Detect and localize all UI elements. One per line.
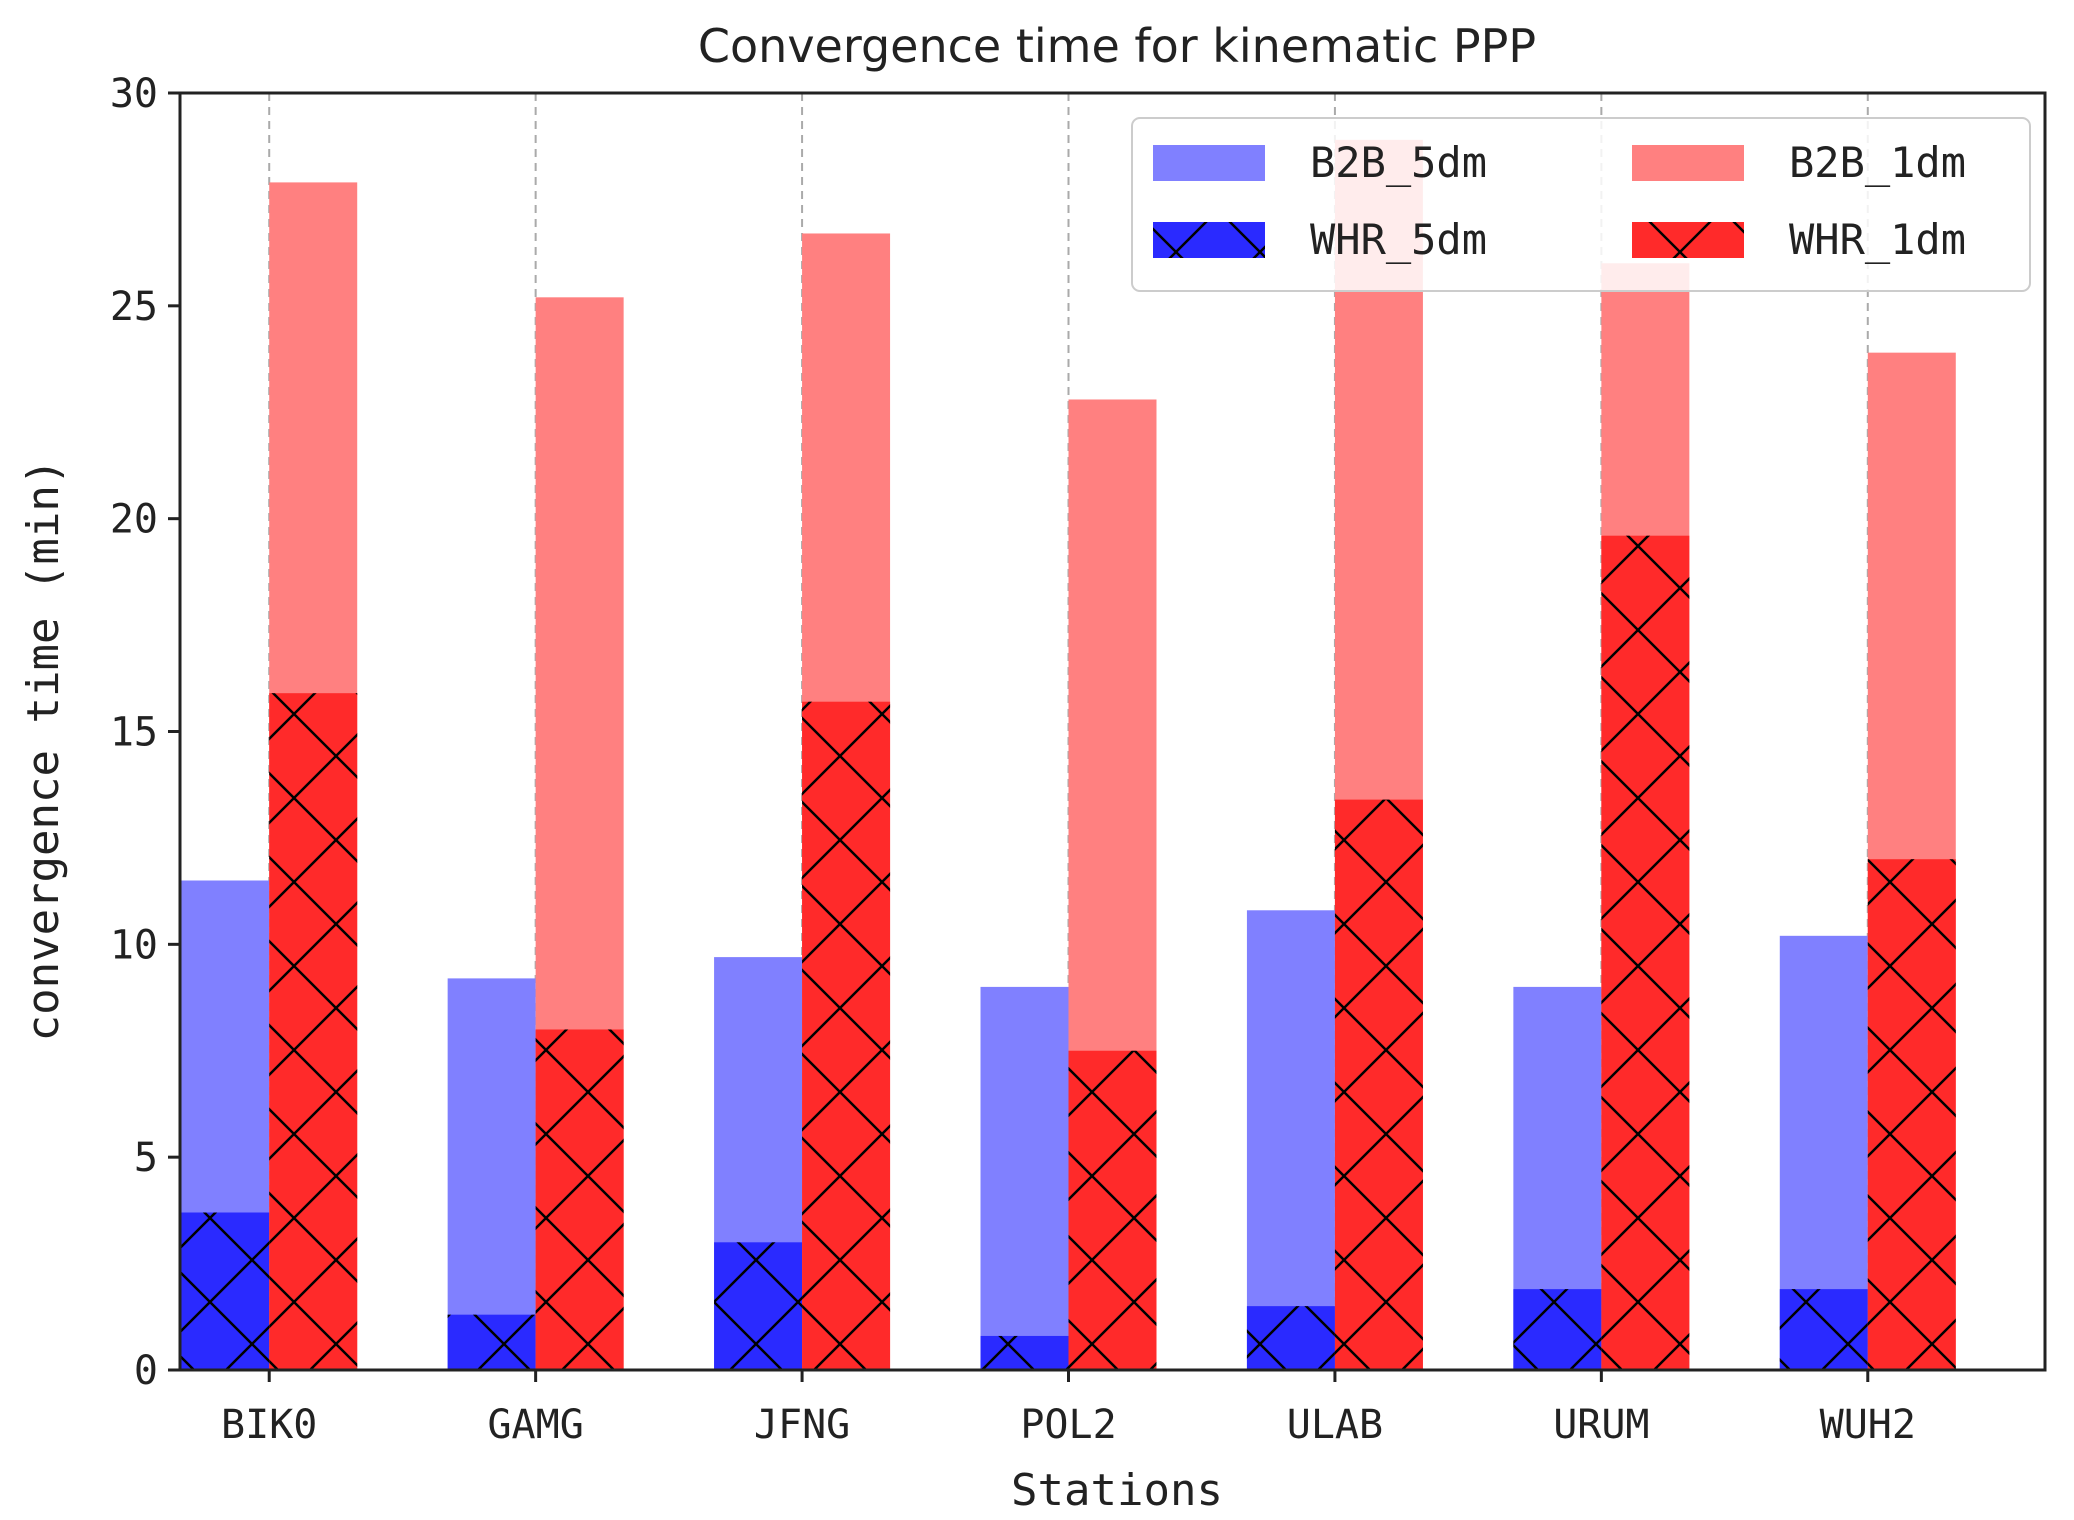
legend-item-whr-5dm: WHR_5dm — [1153, 215, 1487, 264]
legend: B2B_5dm WHR_5dm B2B_1dm WHR_1dm — [1131, 117, 2031, 292]
x-tick-label-bik0: BIK0 — [221, 1402, 317, 1448]
bar-whr-5dm-pol2-hatch — [980, 1335, 1069, 1370]
bar-whr-5dm-jfng — [714, 1242, 803, 1370]
x-tick-label-gamg: GAMG — [487, 1402, 583, 1448]
legend-item-b2b-5dm: B2B_5dm — [1153, 138, 1487, 187]
y-tick-label-30: 30 — [110, 71, 158, 117]
bar-whr-1dm-jfng-hatch — [802, 701, 891, 1370]
y-tick-label-15: 15 — [110, 710, 158, 756]
legend-item-whr-1dm: WHR_1dm — [1632, 215, 1966, 264]
x-axis-label: Stations — [1011, 1465, 1223, 1516]
legend-swatch-b2b-5dm — [1153, 145, 1265, 181]
bar-b2b-5dm-pol2-fill — [980, 986, 1069, 1370]
bar-whr-5dm-jfng-hatch — [714, 1242, 803, 1370]
bar-whr-5dm-ulab — [1246, 1306, 1335, 1370]
x-tick-label-wuh2: WUH2 — [1820, 1402, 1916, 1448]
y-tick-label-25: 25 — [110, 284, 158, 330]
bar-whr-5dm-urum — [1513, 1289, 1602, 1370]
bar-whr-1dm-gamg — [535, 1029, 624, 1370]
y-tick-label-5: 5 — [134, 1135, 158, 1181]
legend-label-b2b-1dm: B2B_1dm — [1789, 138, 1966, 187]
legend-swatch-hatch-whr-5dm — [1153, 222, 1265, 258]
bar-whr-1dm-wuh2-hatch — [1867, 859, 1956, 1370]
y-axis-label: convergence time (min) — [18, 459, 69, 1042]
bar-whr-1dm-pol2 — [1068, 1050, 1157, 1370]
bar-b2b-5dm-gamg — [447, 978, 536, 1370]
legend-label-whr-1dm: WHR_1dm — [1789, 215, 1966, 264]
bar-whr-1dm-bik0 — [269, 693, 358, 1370]
bar-whr-1dm-jfng — [802, 701, 891, 1370]
bar-whr-5dm-pol2 — [980, 1335, 1069, 1370]
x-tick-label-ulab: ULAB — [1287, 1402, 1383, 1448]
bar-whr-5dm-gamg-hatch — [447, 1314, 536, 1370]
legend-box — [1131, 117, 2031, 292]
bar-whr-5dm-wuh2-hatch — [1779, 1289, 1868, 1370]
x-tick-label-urum: URUM — [1553, 1402, 1649, 1448]
legend-swatch-hatch-whr-1dm — [1632, 222, 1744, 258]
legend-label-whr-5dm: WHR_5dm — [1310, 215, 1487, 264]
legend-swatch-b2b-1dm — [1632, 145, 1744, 181]
bar-whr-1dm-wuh2 — [1867, 859, 1956, 1370]
chart-title: Convergence time for kinematic PPP — [698, 19, 1536, 73]
bar-whr-1dm-ulab-hatch — [1334, 799, 1423, 1370]
legend-label-b2b-5dm: B2B_5dm — [1310, 138, 1487, 187]
y-tick-label-10: 10 — [110, 922, 158, 968]
legend-item-b2b-1dm: B2B_1dm — [1632, 138, 1966, 187]
bar-whr-5dm-urum-hatch — [1513, 1289, 1602, 1370]
x-tick-label-pol2: POL2 — [1020, 1402, 1116, 1448]
y-axis: 0 5 10 15 20 25 30 — [110, 71, 180, 1394]
bar-b2b-5dm-ulab-fill — [1246, 910, 1335, 1370]
x-axis: BIK0 GAMG JFNG POL2 ULAB URUM WUH2 — [221, 1370, 1916, 1448]
bar-whr-1dm-urum — [1601, 535, 1690, 1370]
bar-whr-5dm-bik0-hatch — [181, 1212, 270, 1370]
bar-whr-1dm-pol2-hatch — [1068, 1050, 1157, 1370]
bar-whr-1dm-bik0-hatch — [269, 693, 358, 1370]
y-tick-label-0: 0 — [134, 1348, 158, 1394]
bar-whr-1dm-urum-hatch — [1601, 535, 1690, 1370]
bar-whr-1dm-gamg-hatch — [535, 1029, 624, 1370]
bar-b2b-5dm-pol2 — [980, 986, 1069, 1370]
bar-whr-5dm-wuh2 — [1779, 1289, 1868, 1370]
bar-whr-1dm-ulab — [1334, 799, 1423, 1370]
bar-whr-5dm-gamg — [447, 1314, 536, 1370]
y-tick-label-20: 20 — [110, 497, 158, 543]
bars — [181, 139, 1956, 1371]
bar-whr-5dm-ulab-hatch — [1246, 1306, 1335, 1370]
x-tick-label-jfng: JFNG — [754, 1402, 850, 1448]
bar-b2b-5dm-ulab — [1246, 910, 1335, 1370]
bar-b2b-5dm-gamg-fill — [447, 978, 536, 1370]
bar-whr-5dm-bik0 — [181, 1212, 270, 1370]
